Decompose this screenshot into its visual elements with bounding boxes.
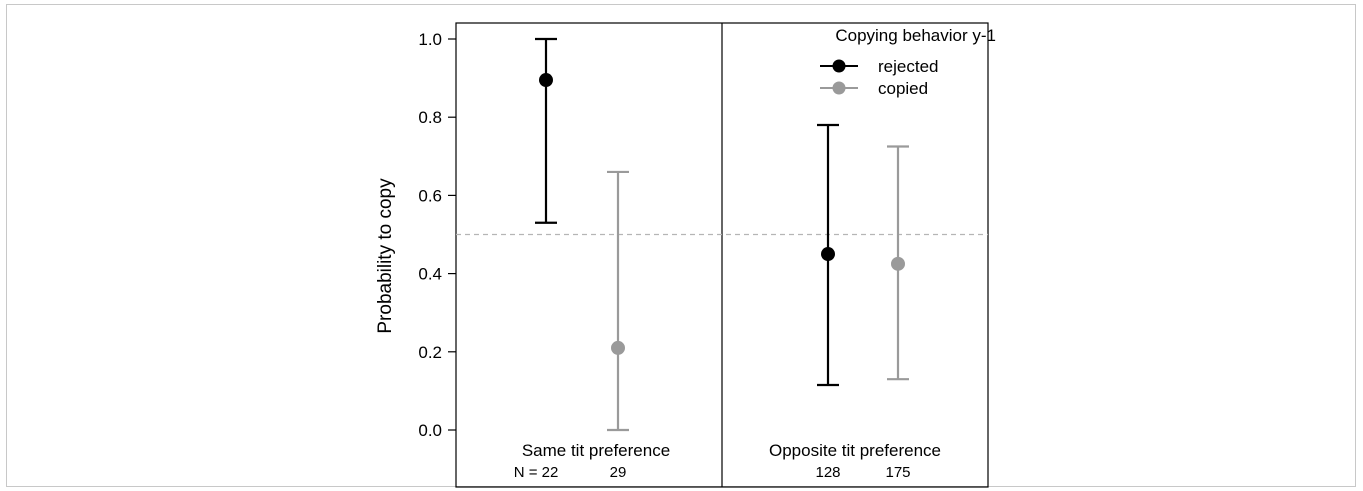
legend-title: Copying behavior y-1: [835, 26, 996, 45]
y-axis-label: Probability to copy: [375, 178, 396, 334]
data-marks: [535, 37, 909, 432]
y-tick-label: 0.0: [418, 421, 442, 440]
legend-label-copied: copied: [878, 79, 928, 98]
data-point: [891, 256, 905, 271]
legend-marker-rejected: [832, 59, 846, 73]
y-tick-label: 0.8: [418, 108, 442, 127]
data-point: [611, 340, 625, 355]
legend-marker-copied: [832, 81, 846, 95]
y-tick-label: 0.6: [418, 186, 442, 205]
plot-area: [455, 22, 989, 488]
errorbar-rejected: [535, 37, 557, 224]
legend-entries: rejected copied: [820, 57, 938, 98]
legend-label-rejected: rejected: [878, 57, 938, 76]
y-axis: 0.0 0.2 0.4 0.6 0.8 1.0: [418, 30, 456, 440]
y-tick-label: 0.2: [418, 343, 442, 362]
sample-size-label: 128: [815, 464, 840, 481]
data-point: [821, 247, 835, 262]
panel-label: Same tit preference: [522, 441, 670, 460]
y-tick-label: 0.4: [418, 265, 442, 284]
data-point: [539, 73, 553, 88]
panel-label: Opposite tit preference: [769, 441, 941, 460]
errorbar-copied: [887, 145, 909, 381]
panel-labels: Same tit preference N = 22 29 Opposite tit …: [514, 441, 941, 481]
sample-size-label: 29: [610, 464, 627, 481]
sample-size-label: N = 22: [514, 464, 559, 481]
sample-size-label: 175: [885, 464, 910, 481]
errorbar-copied: [607, 170, 629, 432]
errorbar-rejected: [817, 123, 839, 387]
legend: Copying behavior y-1 rejected copied: [820, 26, 996, 98]
y-tick-label: 1.0: [418, 30, 442, 49]
